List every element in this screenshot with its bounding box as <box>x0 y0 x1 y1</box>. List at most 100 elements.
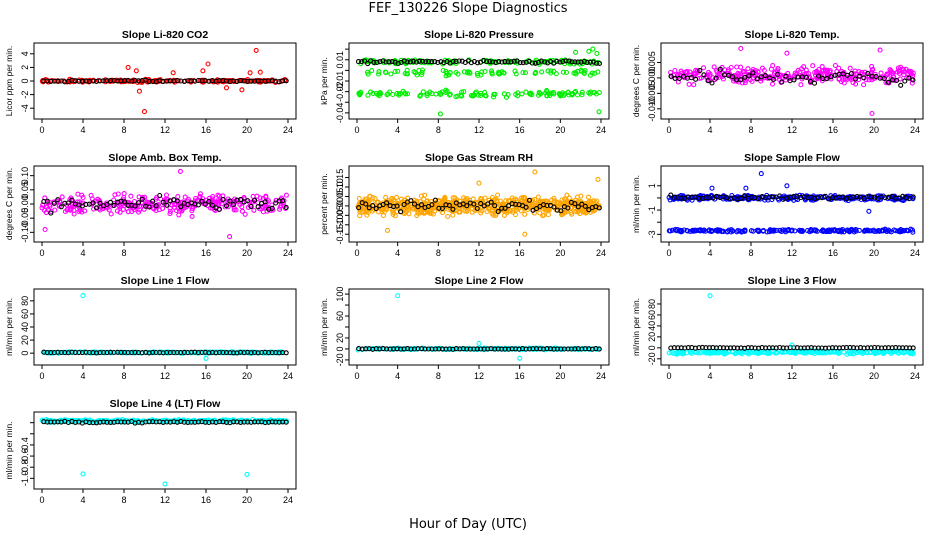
data-point <box>895 350 901 356</box>
data-point <box>711 64 717 70</box>
data-point <box>239 208 245 214</box>
data-point <box>390 211 396 217</box>
x-tick-label: 8 <box>121 125 126 135</box>
plot-frame <box>348 288 610 366</box>
reference-point <box>93 205 100 211</box>
data-point <box>774 350 780 356</box>
reference-point <box>370 202 376 209</box>
x-tick-label: 4 <box>707 248 712 258</box>
y-axis-label: percent per min. <box>319 173 329 234</box>
reference-point <box>199 198 205 204</box>
reference-point <box>496 59 502 65</box>
reference-point <box>146 204 152 210</box>
data-point <box>71 211 77 217</box>
x-tick-label: 4 <box>395 248 400 258</box>
reference-point <box>688 75 695 81</box>
data-point <box>832 227 838 233</box>
data-point <box>666 350 672 356</box>
x-tick-label: 8 <box>748 248 753 258</box>
reference-point <box>136 200 142 206</box>
y-tick-label: 80 <box>647 299 657 309</box>
x-tick-label: 12 <box>787 248 797 258</box>
reference-point <box>572 346 578 352</box>
data-point <box>823 229 829 235</box>
reference-point <box>575 204 581 210</box>
data-point <box>775 65 781 72</box>
x-tick-label: 4 <box>707 125 712 135</box>
reference-point <box>262 199 268 205</box>
x-tick-label: 16 <box>201 495 211 505</box>
data-point <box>848 226 855 232</box>
x-tick-label: 24 <box>283 248 293 258</box>
data-point <box>569 91 576 97</box>
panel-title: Slope Amb. Box Temp. <box>108 152 221 164</box>
reference-point <box>359 59 365 65</box>
data-point <box>767 227 773 233</box>
outlier-point <box>133 68 139 74</box>
data-point <box>786 73 792 79</box>
reference-point <box>779 79 785 85</box>
data-point <box>363 196 369 202</box>
data-point <box>422 192 428 198</box>
outlier-point <box>590 46 596 52</box>
x-tick-label: 4 <box>395 371 400 381</box>
data-point <box>539 69 545 75</box>
data-point <box>47 202 53 208</box>
plot-frame <box>348 42 610 120</box>
data-point <box>117 209 123 215</box>
data-point <box>564 192 570 198</box>
outlier-point <box>200 68 206 74</box>
data-point <box>193 196 199 202</box>
data-point <box>390 91 396 98</box>
reference-point <box>499 59 505 65</box>
y-tick-label: -0.8 <box>20 459 30 475</box>
reference-point <box>517 60 523 66</box>
data-points <box>39 416 290 487</box>
data-point <box>416 67 422 74</box>
data-point <box>692 228 698 234</box>
reference-point <box>582 203 588 209</box>
outlier-point <box>784 50 790 56</box>
reference-point <box>209 202 215 208</box>
outlier-point <box>125 64 131 70</box>
outlier-point <box>532 169 538 175</box>
x-tick-label: 12 <box>474 371 484 381</box>
data-point <box>799 76 805 82</box>
panel-6: Slope Sample Flow 0 4 8 12 16 20 24 -3 -1 1 ml/min … <box>631 152 924 258</box>
data-point <box>588 89 594 95</box>
y-tick-label: 0.005 <box>647 51 657 74</box>
data-point <box>699 227 705 234</box>
data-point <box>571 70 577 76</box>
reference-point <box>450 206 456 212</box>
reference-point <box>420 58 426 64</box>
data-point <box>68 206 74 212</box>
reference-point <box>575 59 581 65</box>
data-point <box>841 349 847 355</box>
data-point <box>755 69 761 75</box>
reference-point <box>380 58 386 64</box>
reference-point <box>453 59 459 65</box>
reference-point <box>680 73 686 79</box>
data-point <box>744 350 750 356</box>
data-point <box>427 89 433 95</box>
x-tick-label: 8 <box>748 125 753 135</box>
data-points <box>355 169 602 237</box>
outlier-point <box>586 48 592 54</box>
reference-point <box>563 58 569 64</box>
data-point <box>532 70 539 76</box>
data-point <box>163 196 169 202</box>
reference-point <box>478 201 484 207</box>
x-tick-label: 24 <box>283 125 293 135</box>
data-point <box>442 195 448 202</box>
data-point <box>430 211 436 217</box>
reference-point <box>164 202 170 208</box>
reference-point <box>502 205 508 211</box>
reference-point <box>252 197 258 203</box>
reference-point <box>775 71 781 78</box>
reference-point <box>429 59 435 65</box>
panel-title: Slope Line 2 Flow <box>435 275 525 287</box>
data-point <box>691 70 697 77</box>
x-tick-label: 4 <box>80 371 85 381</box>
panel-8: Slope Line 2 Flow 0 4 8 12 16 20 24 -20 0 20 60 100 m… <box>319 275 610 381</box>
